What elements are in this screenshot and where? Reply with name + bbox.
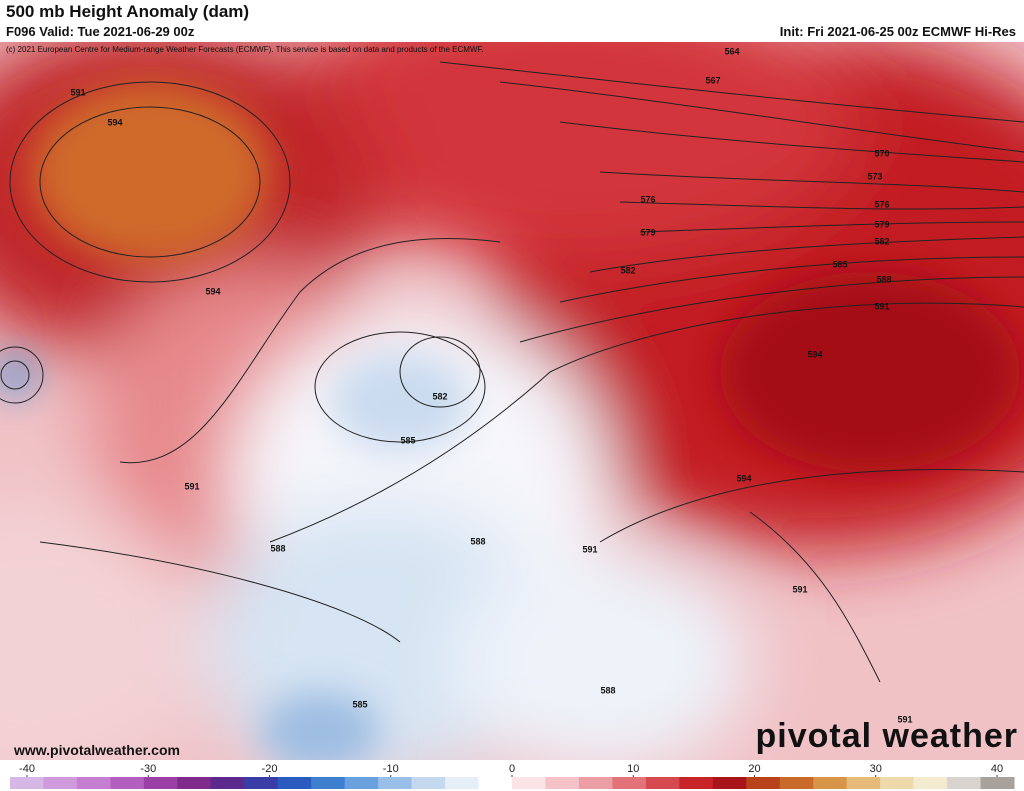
colorbar-swatch [947,777,982,789]
colorbar-swatch [445,777,480,789]
website: www.pivotalweather.com [13,742,180,758]
colorbar-tick-label: 10 [627,763,639,775]
colorbar-swatch [143,777,178,789]
colorbar-tick-label: -40 [19,763,35,775]
contour-label: 591 [582,544,597,554]
colorbar-swatch [612,777,647,789]
colorbar-tick-label: 30 [870,763,882,775]
contour-label: 582 [432,391,447,401]
map: (c) 2021 European Centre for Medium-rang… [0,42,1024,760]
contour-label: 567 [705,75,720,85]
contour-label: 594 [807,349,822,359]
contour-label: 591 [70,87,85,97]
title: 500 mb Height Anomaly (dam) [6,2,250,21]
contour-label: 570 [874,148,889,158]
colorbar-swatch [210,777,245,789]
contour-label: 579 [874,219,889,229]
contour-label: 585 [832,259,847,269]
init-time: Init: Fri 2021-06-25 00z ECMWF Hi-Res [779,24,1016,39]
colorbar-swatch [311,777,346,789]
colorbar-swatch [244,777,279,789]
colorbar-swatch [779,777,814,789]
contour-label: 582 [620,265,635,275]
contour-label: 588 [600,685,615,695]
colorbar-swatch [378,777,413,789]
colorbar-swatch [913,777,948,789]
colorbar-tick-label: 0 [509,763,515,775]
colorbar-swatch [746,777,781,789]
contour-label: 594 [205,286,220,296]
colorbar-swatch [578,777,613,789]
colorbar-tick-label: 40 [991,763,1003,775]
colorbar-tick-label: -20 [262,763,278,775]
colorbar-swatch [645,777,680,789]
contour-label: 591 [897,714,912,724]
contour-label: 576 [640,194,655,204]
contour-label: 588 [270,543,285,553]
shading [0,42,1024,760]
colorbar-swatch [512,777,546,789]
colorbar-swatch [846,777,881,789]
colorbar-swatch [76,777,111,789]
colorbar-swatch [344,777,379,789]
colorbar-swatch [177,777,212,789]
contour-label: 591 [874,301,889,311]
colorbar-swatch [10,777,44,789]
contour-label: 582 [874,236,889,246]
colorbar-swatch [545,777,580,789]
contour-label: 573 [867,171,882,181]
contour-label: 585 [352,699,367,709]
colorbar-swatch [679,777,714,789]
colorbar-swatch [712,777,747,789]
colorbar-swatch [880,777,915,789]
contour-label: 576 [874,199,889,209]
colorbar-tick-label: -30 [140,763,156,775]
colorbar-swatch [43,777,78,789]
colorbar: -40 -30 -20 -10 0 10 20 30 40 [10,763,1015,789]
contour-label: 588 [876,274,891,284]
contour-label: 564 [724,46,739,56]
contour-label: 591 [792,584,807,594]
contour-label: 591 [184,481,199,491]
colorbar-swatch [277,777,312,789]
colorbar-swatch [478,777,513,789]
contour-label: 594 [107,117,122,127]
valid-time: F096 Valid: Tue 2021-06-29 00z [6,24,195,39]
contour-labels: 591 594 594 564 567 570 573 576 576 579 579 582 582 5… [70,46,912,724]
copyright: (c) 2021 European Centre for Medium-rang… [6,45,484,54]
colorbar-swatch [411,777,446,789]
contour-label: 579 [640,227,655,237]
colorbar-swatch [980,777,1015,789]
contours [0,61,1024,683]
logo: pivotal weather [755,717,1018,755]
contour-label: 585 [400,435,415,445]
colorbar-tick-label: 20 [748,763,760,775]
colorbar-swatch [110,777,145,789]
contour-label: 588 [470,536,485,546]
contour-label: 594 [736,473,751,483]
colorbar-swatch [813,777,848,789]
colorbar-tick-label: -10 [383,763,399,775]
